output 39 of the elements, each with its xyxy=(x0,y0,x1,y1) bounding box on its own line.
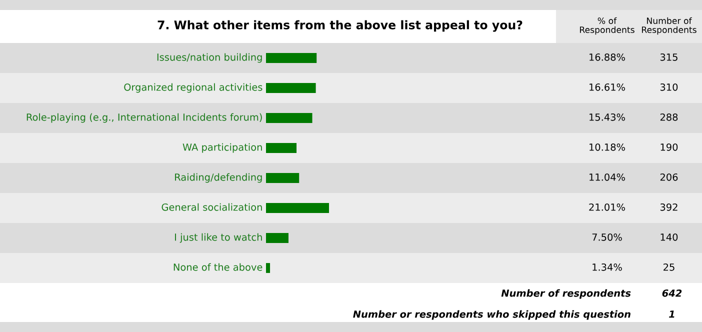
data-label: 7.50% xyxy=(592,233,622,241)
y-tick-label: Raiding/defending xyxy=(175,173,262,183)
y-tick-label: Role-playing (e.g., International Incidents forum) xyxy=(26,113,262,123)
bar xyxy=(266,233,288,243)
bar xyxy=(266,203,329,213)
text: 206 xyxy=(660,173,678,181)
data-label: 10.18% xyxy=(590,143,625,151)
y-tick-label: None of the above xyxy=(174,263,262,271)
y-tick-label: General socialization xyxy=(162,203,262,211)
data-label: 16.61% xyxy=(590,83,625,91)
data-label: 15.43% xyxy=(590,113,625,121)
bar xyxy=(266,53,317,63)
data-label: 1.34% xyxy=(592,263,622,271)
text: 25 xyxy=(664,263,674,271)
text: 392 xyxy=(660,203,678,211)
data-label: 11.04% xyxy=(590,173,625,181)
text: 140 xyxy=(660,233,678,241)
text: 190 xyxy=(660,143,678,151)
bar xyxy=(266,173,300,183)
bar xyxy=(266,113,312,123)
bar xyxy=(266,83,316,93)
text: 315 xyxy=(660,53,678,61)
text: % of Respondents xyxy=(580,17,634,35)
data-label: 21.01% xyxy=(589,203,625,211)
text: 1 xyxy=(669,310,674,318)
y-tick-label: Organized regional activities xyxy=(124,83,262,93)
bar xyxy=(266,143,297,153)
text: 310 xyxy=(660,83,678,91)
text: 642 xyxy=(662,289,682,297)
chart-title: 7. What other items from the above list appeal to you? xyxy=(158,20,522,32)
y-tick-label: WA participation xyxy=(182,143,262,153)
y-tick-label: I just like to watch xyxy=(175,233,262,243)
y-tick-label: Issues/nation building xyxy=(157,53,262,63)
text: Number or respondents who skipped this question xyxy=(353,310,630,320)
bar xyxy=(266,263,270,273)
text: Number of respondents xyxy=(501,289,631,299)
data-label: 16.88% xyxy=(590,53,625,61)
text: Number of Respondents xyxy=(642,17,696,35)
text: 288 xyxy=(660,113,678,121)
